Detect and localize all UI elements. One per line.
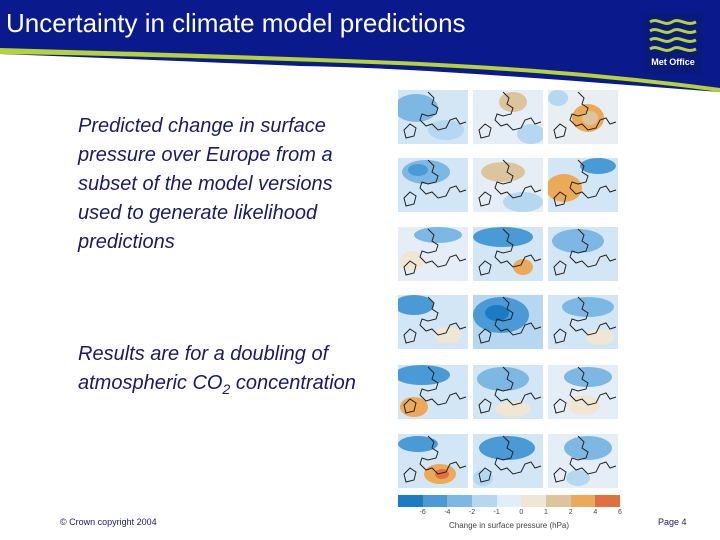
pressure-map: [398, 365, 468, 419]
results-paragraph: Results are for a doubling of atmospheri…: [78, 340, 368, 404]
pressure-map: [548, 90, 618, 144]
colorbar-tick-label: 2: [568, 509, 573, 516]
pressure-map: [473, 158, 543, 212]
colorbar-tick-label: 6: [618, 509, 622, 516]
pressure-map: [398, 295, 468, 349]
header-banner: Uncertainty in climate model predictions: [0, 0, 720, 92]
colorbar-swatch: [570, 495, 596, 507]
co2-subscript: 2: [222, 381, 231, 397]
met-office-logo: Met Office: [644, 14, 702, 74]
wave-icon: [649, 19, 697, 52]
colorbar-swatch: [422, 495, 448, 507]
pressure-map: [398, 158, 468, 212]
results-text-end: concentration: [230, 372, 356, 394]
pressure-map: [473, 295, 543, 349]
colorbar-swatch: [472, 495, 497, 507]
page-number: Page 4: [658, 517, 687, 527]
colorbar-tick-label: -2: [468, 509, 476, 516]
header-swoosh: [0, 0, 720, 92]
colorbar-swatch: [595, 495, 621, 507]
pressure-map: [398, 434, 468, 488]
colorbar-tick-label: 0: [519, 509, 524, 516]
pressure-map: [473, 90, 543, 144]
pressure-map: [548, 365, 618, 419]
colorbar-label: Change in surface pressure (hPa): [448, 521, 570, 530]
pressure-map: [398, 90, 468, 144]
pressure-map: [398, 227, 468, 281]
slide-title: Uncertainty in climate model predictions: [6, 8, 466, 38]
colorbar: [398, 495, 621, 507]
pressure-map: [548, 295, 618, 349]
colorbar-tick-label: -4: [444, 509, 451, 516]
colorbar-swatch: [546, 495, 571, 507]
pressure-map: [548, 434, 618, 488]
colorbar-tick-label: -6: [419, 509, 426, 516]
colorbar-tick-label: 4: [593, 509, 598, 516]
pressure-map: [473, 365, 543, 419]
map-panel-grid: [398, 90, 620, 490]
colorbar-swatch: [398, 495, 423, 507]
colorbar-ticks: -6 -4 -2 -1 0 1 2 4 6: [398, 509, 622, 519]
description-paragraph: Predicted change in surface pressure ove…: [78, 115, 333, 253]
pressure-map: [473, 434, 543, 488]
pressure-map: [548, 227, 618, 281]
copyright-notice: © Crown copyright 2004: [60, 517, 157, 527]
colorbar-swatch: [521, 495, 547, 507]
colorbar-swatch: [447, 495, 473, 507]
colorbar-tick-label: -1: [493, 509, 500, 516]
colorbar-swatch: [496, 495, 522, 507]
results-text: Results are for a doubling of atmospheri…: [78, 343, 329, 394]
pressure-map: [548, 158, 618, 212]
logo-label: Met Office: [651, 57, 695, 67]
colorbar-tick-label: 1: [544, 509, 548, 516]
pressure-map: [473, 227, 543, 281]
